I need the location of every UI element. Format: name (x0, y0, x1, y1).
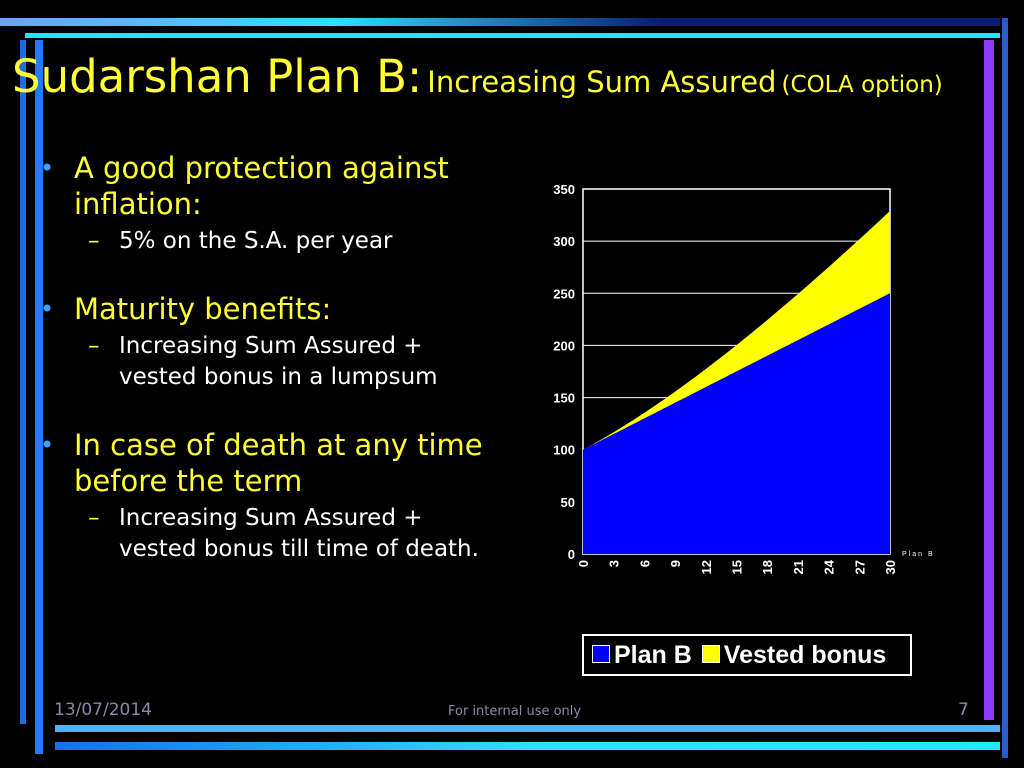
x-tick-label: 21 (791, 560, 806, 574)
bullet-item: • In case of death at any time before th… (38, 427, 488, 499)
area-chart: 0 50 100 150 200 250 300 350 0 3 6 9 12 15 18 21 24 27 30 P… (553, 182, 935, 574)
bullet-dot-icon: • (40, 295, 55, 323)
series-end-label: Plan B (902, 551, 935, 558)
x-tick-label: 30 (883, 560, 898, 574)
y-tick-label: 200 (553, 338, 575, 353)
title-sub-small: (COLA option) (781, 72, 943, 98)
legend-item-plan-b: Plan B (592, 641, 692, 670)
y-tick-label: 0 (568, 547, 575, 562)
y-tick-label: 350 (553, 182, 575, 197)
slide-title: Sudarshan Plan B: Increasing Sum Assured… (12, 50, 943, 103)
top-inner-bar (25, 33, 1000, 38)
right-frame-bar-2 (1002, 18, 1008, 758)
legend-swatch-vested-bonus (701, 644, 720, 663)
x-tick-label: 18 (760, 560, 775, 574)
sub-bullet-item: – 5% on the S.A. per year (38, 226, 488, 257)
sub-bullet-text: Increasing Sum Assured + vested bonus in… (119, 333, 438, 390)
sub-bullet-text: Increasing Sum Assured + vested bonus ti… (119, 505, 479, 562)
legend-item-vested-bonus: Vested bonus (701, 640, 887, 670)
left-frame-bar (20, 40, 26, 724)
chart-legend: Plan B Vested bonus (582, 634, 912, 676)
x-tick-label: 6 (637, 560, 652, 567)
top-frame-bar (0, 18, 1000, 26)
sub-bullet-item: – Increasing Sum Assured + vested bonus … (38, 503, 488, 565)
bullet-text: Maturity benefits: (74, 292, 332, 326)
legend-label-vested-bonus: Vested bonus (723, 640, 887, 669)
sub-bullet-text: 5% on the S.A. per year (119, 228, 393, 254)
bullet-dot-icon: • (40, 431, 55, 459)
bullet-dot-icon: • (40, 154, 55, 182)
x-tick-label: 9 (668, 560, 683, 567)
dash-icon: – (88, 228, 100, 254)
y-tick-label: 50 (561, 495, 575, 510)
bottom-frame-bar-2 (55, 742, 1000, 750)
dash-icon: – (88, 505, 100, 531)
left-frame-bar-2 (35, 40, 43, 754)
footer-date: 13/07/2014 (54, 700, 152, 720)
bullet-item: • Maturity benefits: (38, 291, 488, 327)
bottom-frame-bar (55, 725, 1000, 732)
x-tick-label: 24 (822, 559, 837, 574)
title-main: Sudarshan Plan B: (12, 50, 423, 103)
legend-swatch-plan-b (592, 644, 610, 663)
right-frame-bar (984, 40, 994, 720)
footer-note: For internal use only (448, 704, 582, 719)
dash-icon: – (88, 333, 100, 359)
y-tick-label: 100 (553, 443, 575, 458)
y-tick-label: 150 (553, 391, 575, 406)
bullet-list: • A good protection against inflation: –… (38, 150, 488, 565)
sub-bullet-item: – Increasing Sum Assured + vested bonus … (38, 331, 488, 393)
bullet-text: A good protection against inflation: (74, 151, 449, 221)
title-sub: Increasing Sum Assured (427, 65, 777, 99)
y-tick-label: 300 (553, 234, 575, 249)
x-tick-label: 0 (576, 560, 591, 567)
page-number: 7 (958, 700, 969, 720)
bullet-text: In case of death at any time before the … (74, 428, 483, 498)
legend-label-plan-b: Plan B (614, 640, 692, 669)
y-tick-label: 250 (553, 286, 575, 301)
x-tick-label: 15 (730, 560, 745, 574)
bullet-item: • A good protection against inflation: (38, 150, 488, 222)
series-area-plan-b (583, 293, 890, 554)
x-tick-label: 12 (699, 560, 714, 574)
x-tick-label: 27 (852, 560, 867, 574)
x-tick-label: 3 (607, 560, 622, 567)
